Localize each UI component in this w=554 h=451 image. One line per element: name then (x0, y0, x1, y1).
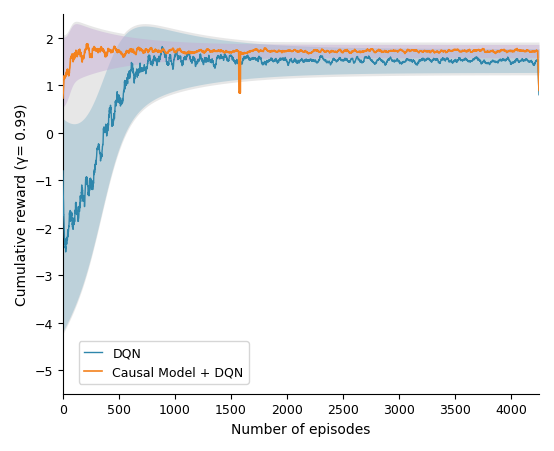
Y-axis label: Cumulative reward (γ= 0.99): Cumulative reward (γ= 0.99) (15, 103, 29, 305)
Causal Model + DQN (536, 88, 542, 94)
DQN (60, 169, 66, 174)
DQN (159, 45, 166, 50)
Line: DQN: DQN (63, 47, 539, 253)
DQN (325, 60, 332, 66)
DQN (423, 58, 430, 63)
DQN (512, 59, 519, 64)
Causal Model + DQN (439, 49, 445, 54)
DQN (485, 61, 491, 66)
DQN (345, 60, 352, 65)
Causal Model + DQN (512, 47, 519, 53)
Causal Model + DQN (345, 50, 352, 55)
Causal Model + DQN (484, 50, 491, 55)
DQN (439, 57, 446, 63)
X-axis label: Number of episodes: Number of episodes (231, 422, 371, 436)
Causal Model + DQN (60, 96, 66, 101)
DQN (63, 250, 69, 255)
DQN (536, 93, 542, 98)
Legend: DQN, Causal Model + DQN: DQN, Causal Model + DQN (79, 342, 249, 384)
Causal Model + DQN (423, 50, 430, 55)
Line: Causal Model + DQN: Causal Model + DQN (63, 45, 539, 99)
Causal Model + DQN (325, 49, 332, 55)
Causal Model + DQN (84, 42, 91, 47)
